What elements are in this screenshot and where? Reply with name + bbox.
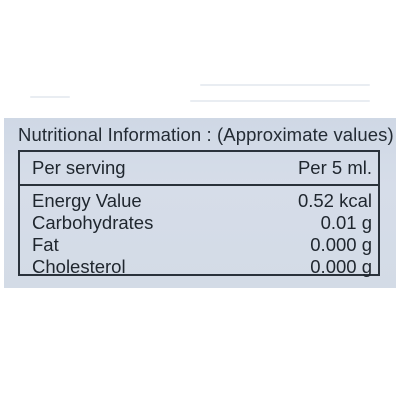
nutrient-list: Energy Value 0.52 kcal Carbohydrates 0.0… (20, 188, 378, 278)
serving-header-row: Per serving Per 5 ml. (20, 152, 378, 186)
nutrient-value: 0.52 kcal (297, 190, 372, 211)
nutrition-heading: Nutritional Information : (Approximate v… (18, 124, 394, 145)
nutrient-value: 0.01 g (320, 212, 372, 233)
nutrient-name: Energy Value (32, 190, 142, 211)
faint-print-line (30, 96, 70, 98)
serving-size: Per 5 ml. (297, 157, 372, 178)
nutrition-label-panel (4, 118, 396, 288)
serving-label: Per serving (32, 157, 126, 178)
nutrient-row-cholesterol: Cholesterol 0.000 g (20, 256, 378, 278)
nutrition-table: Per serving Per 5 ml. Energy Value 0.52 … (18, 150, 380, 278)
nutrient-value: 0.000 g (310, 256, 372, 277)
faint-print-line (200, 84, 370, 86)
nutrient-row-carbohydrates: Carbohydrates 0.01 g (20, 212, 378, 234)
nutrient-row-fat: Fat 0.000 g (20, 234, 378, 256)
nutrient-row-energy: Energy Value 0.52 kcal (20, 190, 378, 212)
nutrient-name: Cholesterol (32, 256, 126, 277)
nutrient-name: Fat (32, 234, 59, 255)
nutrient-name: Carbohydrates (32, 212, 154, 233)
faint-print-line (190, 100, 370, 102)
nutrient-value: 0.000 g (310, 234, 372, 255)
